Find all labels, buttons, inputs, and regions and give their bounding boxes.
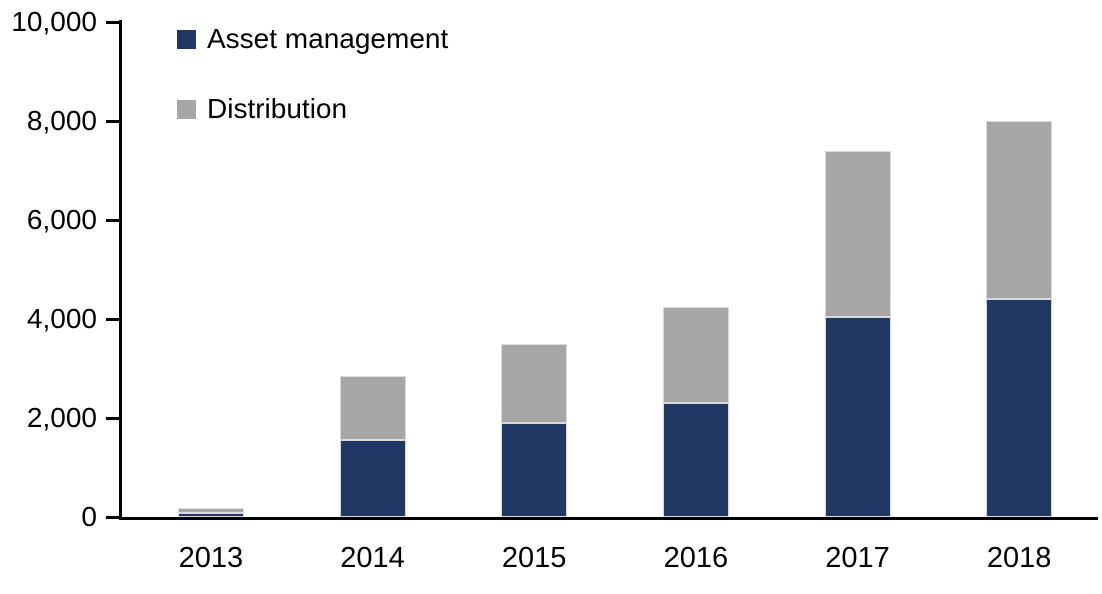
x-axis-label-2016: 2016 <box>663 542 729 574</box>
x-axis-label-2014: 2014 <box>340 542 405 574</box>
y-axis-line <box>119 20 122 520</box>
y-axis-tick-0 <box>106 515 121 519</box>
bar-2017 <box>824 150 891 517</box>
bar-segment-asset-management-2017 <box>824 316 891 517</box>
legend: Asset management Distribution <box>177 23 449 166</box>
bar-segment-asset-management-2013 <box>177 513 244 517</box>
y-axis-label-8000: 8,000 <box>26 105 97 136</box>
y-axis-tick-2000 <box>106 416 121 420</box>
y-axis-label-10000: 10,000 <box>11 6 97 37</box>
bar-segment-distribution-2016 <box>662 306 729 404</box>
bar-segment-asset-management-2015 <box>501 422 568 517</box>
bar-2014 <box>339 375 406 517</box>
legend-label-asset-management: Asset management <box>207 23 449 54</box>
y-axis-tick-10000 <box>106 20 121 24</box>
bar-2018 <box>986 121 1053 517</box>
bar-segment-asset-management-2018 <box>986 299 1053 517</box>
bar-segment-distribution-2015 <box>501 343 568 423</box>
x-axis-label-2017: 2017 <box>825 542 890 574</box>
x-axis-label-2015: 2015 <box>501 542 567 574</box>
y-axis-label-4000: 4,000 <box>26 303 97 334</box>
bar-segment-distribution-2013 <box>177 508 244 514</box>
bar-segment-asset-management-2016 <box>662 403 729 517</box>
y-axis-tick-6000 <box>106 218 121 222</box>
bar-2016 <box>662 306 729 517</box>
bar-segment-distribution-2014 <box>339 375 406 441</box>
y-axis-tick-4000 <box>106 317 121 321</box>
y-axis-label-6000: 6,000 <box>26 204 97 235</box>
bar-segment-asset-management-2014 <box>339 440 406 517</box>
y-axis-label-0: 0 <box>81 501 97 532</box>
plot-area <box>130 22 1100 517</box>
bar-segment-distribution-2017 <box>824 150 891 317</box>
x-axis-label-2013: 2013 <box>178 542 244 574</box>
legend-item-distribution: Distribution <box>177 93 448 124</box>
x-axis-line <box>119 517 1098 520</box>
bar-2015 <box>501 343 568 517</box>
legend-item-asset-management: Asset management <box>177 23 449 54</box>
distribution-swatch-icon <box>177 99 196 119</box>
legend-label-distribution: Distribution <box>207 93 348 124</box>
x-axis-label-2018: 2018 <box>986 542 1052 574</box>
y-axis-label-2000: 2,000 <box>26 402 97 433</box>
bar-segment-distribution-2018 <box>986 121 1053 300</box>
y-axis-tick-8000 <box>106 119 121 123</box>
bar-2013 <box>177 508 244 517</box>
asset-management-swatch-icon <box>177 29 196 49</box>
